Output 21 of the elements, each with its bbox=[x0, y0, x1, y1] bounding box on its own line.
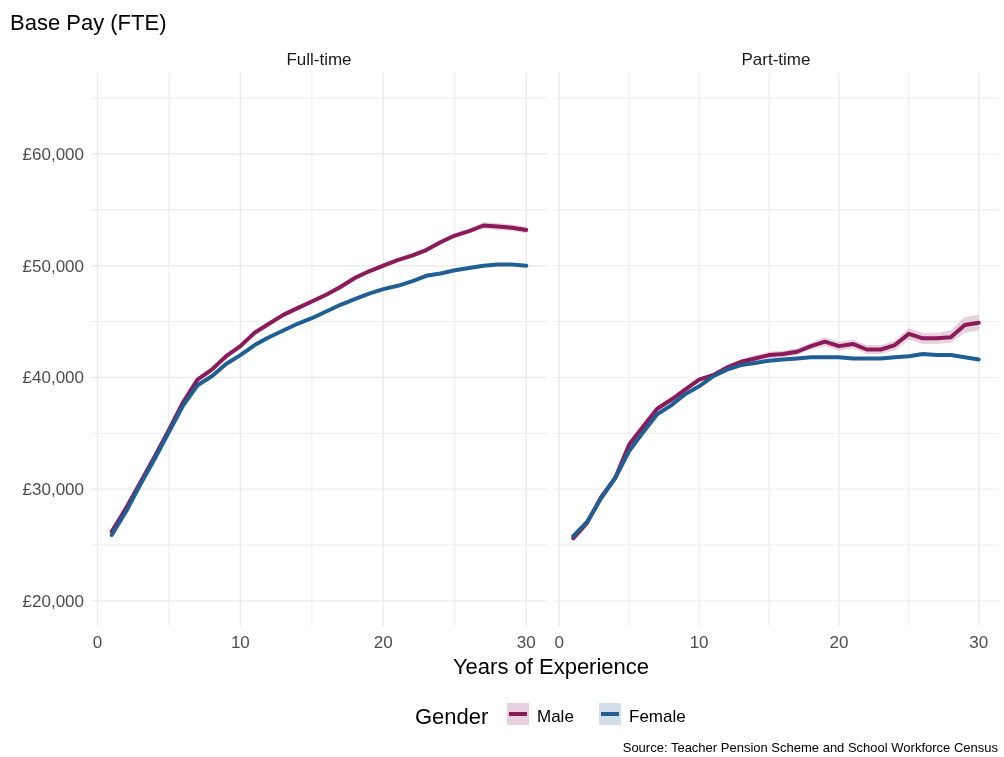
x-tick-label: 10 bbox=[689, 633, 709, 652]
chart-title: Base Pay (FTE) bbox=[10, 10, 167, 35]
y-tick-label: £50,000 bbox=[22, 256, 84, 276]
legend-label: Male bbox=[537, 707, 574, 726]
y-tick-label: £60,000 bbox=[22, 144, 84, 164]
chart-subtitle: Full-time bbox=[286, 50, 352, 69]
x-tick-label: 0 bbox=[554, 633, 565, 652]
x-tick-label: 20 bbox=[373, 633, 393, 652]
y-tick-label: £30,000 bbox=[22, 480, 84, 500]
x-tick-label: 30 bbox=[969, 633, 989, 652]
x-tick-label: 0 bbox=[92, 633, 103, 652]
x-axis-title: Years of Experience bbox=[452, 654, 650, 679]
legend-title: Gender bbox=[415, 704, 489, 729]
x-tick-label: 30 bbox=[516, 633, 536, 652]
x-tick-label: 10 bbox=[230, 633, 250, 652]
y-tick-label: £20,000 bbox=[22, 591, 84, 611]
source-note: Source: Teacher Pension Scheme and School Workforce Census bbox=[622, 740, 999, 755]
chart-subtitle: Part-time bbox=[741, 50, 811, 69]
y-tick-label: £40,000 bbox=[22, 368, 84, 388]
legend-label: Female bbox=[629, 707, 686, 726]
x-tick-label: 20 bbox=[829, 633, 849, 652]
